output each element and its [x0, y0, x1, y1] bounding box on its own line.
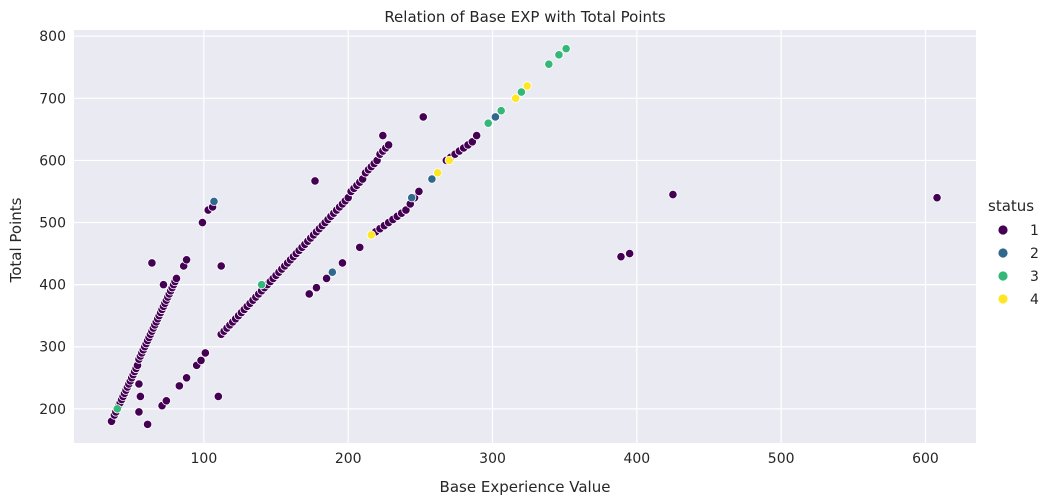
data-point	[200, 348, 210, 358]
legend-marker	[997, 293, 1009, 305]
data-point	[384, 140, 394, 150]
data-point	[135, 391, 145, 402]
y-tick-label: 300	[39, 340, 66, 356]
legend-title: status	[988, 197, 1034, 215]
data-point	[355, 242, 365, 252]
grid-lines	[74, 30, 976, 443]
data-point	[625, 248, 635, 259]
data-point	[321, 273, 332, 284]
data-point	[511, 93, 521, 103]
y-axis-label: Total Points	[7, 197, 25, 283]
legend-label: 2	[1030, 246, 1039, 262]
data-point	[304, 289, 314, 299]
data-point	[147, 258, 157, 268]
x-tick-label: 600	[912, 451, 939, 467]
data-point	[554, 50, 564, 60]
data-point	[467, 137, 477, 147]
data-point	[134, 379, 144, 389]
data-point	[134, 407, 144, 417]
data-point	[378, 130, 388, 141]
legend-label: 4	[1030, 292, 1039, 308]
y-axis-ticks: 200 300 400 500 600 700 800	[39, 29, 66, 418]
data-point	[561, 44, 571, 54]
data-point	[181, 373, 192, 383]
data-point	[433, 168, 443, 178]
data-point	[616, 252, 626, 262]
data-point	[544, 59, 554, 69]
data-point	[327, 267, 337, 277]
data-point	[216, 261, 226, 271]
x-tick-label: 400	[623, 451, 650, 467]
data-point	[112, 404, 122, 414]
x-tick-label: 300	[479, 451, 506, 467]
data-point	[414, 186, 424, 197]
data-point	[257, 280, 267, 290]
data-point	[932, 193, 942, 203]
legend-marker	[997, 270, 1009, 282]
data-point	[418, 112, 428, 122]
data-point	[197, 217, 208, 228]
data-point	[444, 155, 454, 166]
legend-label: 3	[1030, 269, 1039, 285]
y-tick-label: 200	[39, 402, 66, 418]
x-axis-ticks: 100 200 300 400 500 600	[191, 451, 939, 467]
legend: status 1 2 3 4	[988, 197, 1039, 308]
x-tick-label: 200	[335, 451, 362, 467]
y-tick-label: 500	[39, 216, 66, 232]
y-tick-label: 600	[39, 153, 66, 169]
data-point	[483, 118, 493, 128]
y-tick-label: 400	[39, 278, 66, 294]
y-tick-label: 700	[39, 91, 66, 107]
data-point	[209, 196, 219, 207]
data-point	[401, 205, 411, 215]
data-point	[516, 87, 526, 97]
legend-label: 1	[1030, 223, 1039, 239]
data-points	[106, 44, 942, 429]
data-point	[668, 189, 678, 200]
data-point	[496, 106, 506, 116]
data-point	[143, 419, 153, 429]
legend-marker	[997, 247, 1009, 259]
legend-marker	[997, 224, 1009, 236]
data-point	[196, 355, 206, 365]
data-point	[337, 258, 348, 268]
y-tick-label: 800	[39, 29, 66, 45]
chart-title: Relation of Base EXP with Total Points	[384, 8, 666, 26]
data-point	[213, 391, 223, 402]
x-axis-label: Base Experience Value	[440, 478, 611, 496]
data-point	[522, 81, 532, 91]
data-point	[174, 381, 184, 391]
data-point	[181, 255, 192, 265]
data-point	[472, 130, 482, 141]
data-point	[490, 112, 501, 122]
data-point	[407, 193, 417, 203]
data-point	[311, 283, 322, 293]
data-point	[310, 176, 320, 186]
data-point	[366, 230, 376, 240]
x-tick-label: 500	[768, 451, 795, 467]
data-point	[161, 396, 171, 406]
data-point	[158, 280, 169, 290]
data-point	[171, 273, 182, 284]
data-point	[427, 174, 437, 184]
x-tick-label: 100	[191, 451, 218, 467]
